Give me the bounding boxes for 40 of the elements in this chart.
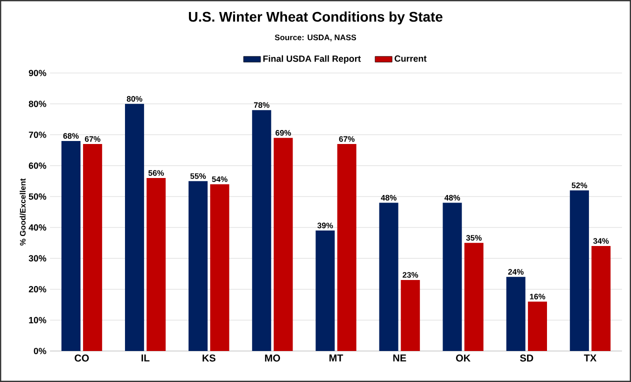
y-tick-label: 70% — [28, 132, 46, 138]
x-tick-label: CO — [74, 354, 89, 362]
bar — [506, 276, 526, 352]
y-tick-label: 50% — [28, 193, 46, 200]
bar — [316, 230, 335, 352]
y-tick-label: 80% — [28, 100, 46, 108]
bar — [442, 202, 462, 352]
bar — [61, 140, 81, 352]
y-tick-label: 20% — [28, 286, 46, 292]
x-tick-label: KS — [202, 354, 216, 362]
bar — [400, 280, 420, 352]
x-tick-label: NE — [393, 354, 406, 362]
bar — [591, 246, 611, 352]
bar — [379, 202, 398, 352]
y-tick-label: 30% — [28, 255, 46, 262]
bar — [146, 178, 166, 352]
y-tick-label: 60% — [28, 162, 46, 169]
bar — [528, 302, 547, 352]
bar — [274, 138, 293, 352]
bar — [252, 110, 272, 352]
legend-label: Current — [394, 55, 427, 62]
x-tick-label: OK — [456, 354, 470, 362]
x-tick-label: TX — [584, 354, 596, 362]
y-tick-label: 0% — [34, 348, 46, 354]
bar — [570, 190, 589, 352]
bar — [464, 242, 484, 352]
x-tick-label: IL — [142, 354, 150, 362]
x-tick-label: MT — [329, 354, 344, 362]
bar — [83, 144, 102, 352]
bar — [210, 184, 230, 352]
y-tick-label: 90% — [28, 70, 46, 76]
x-tick-label: MO — [265, 354, 280, 362]
x-tick-label: SD — [520, 354, 534, 362]
y-tick-label: 10% — [29, 316, 46, 324]
bar — [188, 181, 208, 352]
y-tick-label: 40% — [28, 224, 46, 231]
bar — [337, 144, 356, 352]
legend-label: Final USDA Fall Report — [263, 55, 361, 64]
chart-title: U.S. Winter Wheat Conditions by State — [188, 11, 442, 24]
bar — [124, 104, 144, 352]
